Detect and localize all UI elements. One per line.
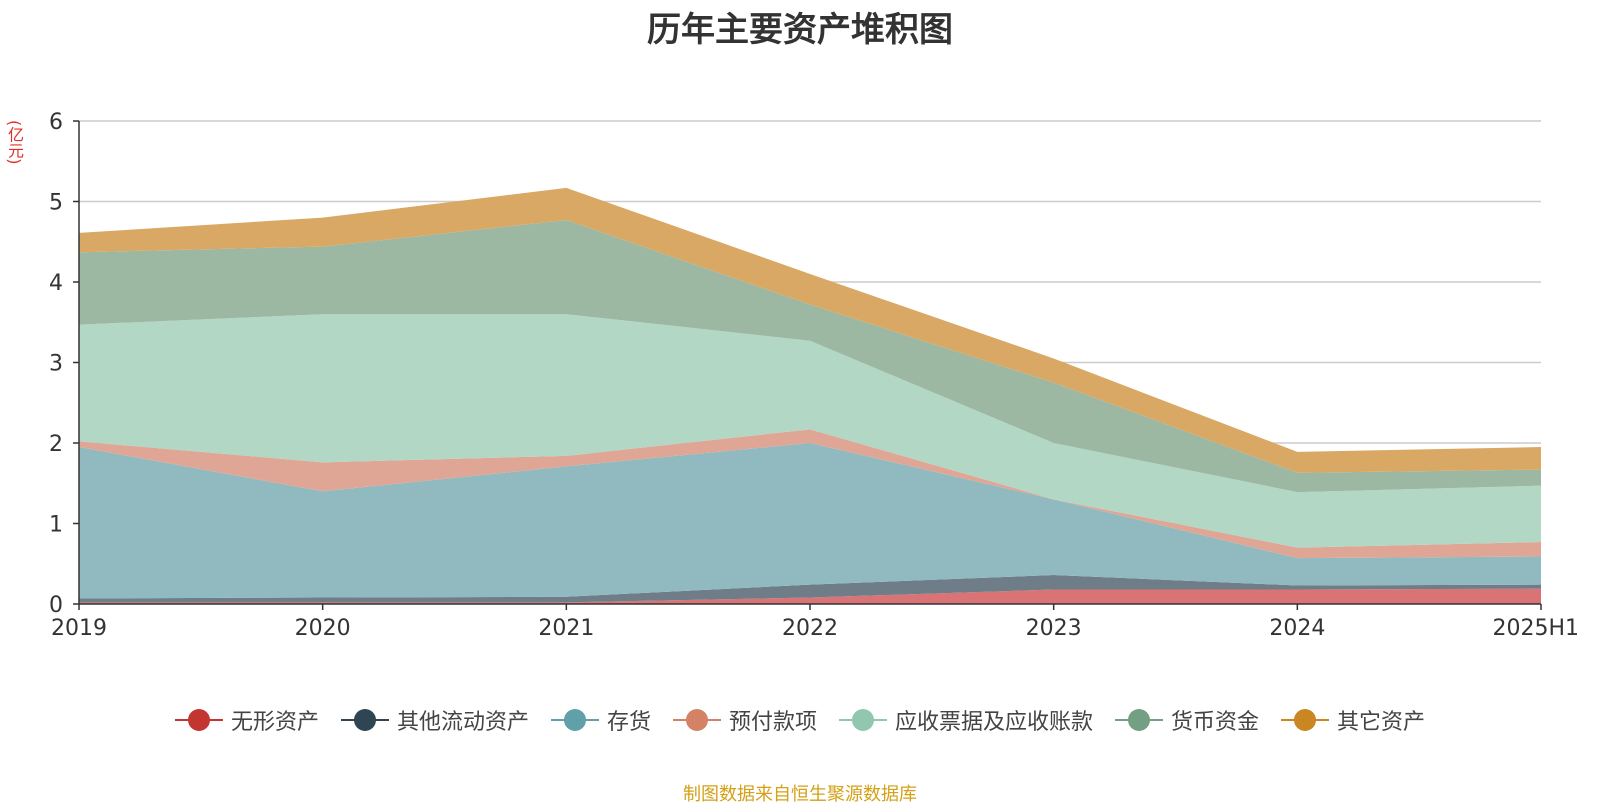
legend-marker-icon <box>672 708 721 732</box>
area-series[interactable] <box>79 588 1541 604</box>
x-tick-label: 2020 <box>295 616 351 641</box>
area-series[interactable] <box>79 314 1541 548</box>
y-tick-label: 0 <box>49 593 63 618</box>
area-series[interactable] <box>79 429 1541 559</box>
area-series-layer <box>79 187 1541 604</box>
tick-labels: 0 1 2 3 4 5 6 2019 2020 2021 2022 2023 2024 2025H1 <box>49 110 1579 641</box>
legend-marker-icon <box>550 708 599 732</box>
legend-item[interactable]: 应收票据及应收账款 <box>839 704 1093 736</box>
legend-label: 其它资产 <box>1337 710 1426 735</box>
legend-label: 货币资金 <box>1171 710 1260 735</box>
legend-item[interactable]: 其它资产 <box>1281 704 1425 736</box>
legend-marker-icon <box>839 708 887 732</box>
axes <box>73 120 1542 610</box>
y-tick-label: 2 <box>49 432 63 457</box>
y-tick-label: 1 <box>49 513 63 538</box>
x-tick-label: 2024 <box>1269 616 1325 641</box>
y-tick-label: 4 <box>49 271 63 296</box>
legend-label: 无形资产 <box>230 710 319 735</box>
legend-marker-icon <box>174 708 223 732</box>
legend-item[interactable]: 预付款项 <box>672 704 817 736</box>
chart-title: 历年主要资产堆积图 <box>647 10 953 50</box>
legend-marker-icon <box>340 708 389 732</box>
area-series[interactable] <box>79 443 1541 599</box>
y-axis-unit-label: (亿元) <box>5 120 24 165</box>
legend-label: 预付款项 <box>728 710 817 735</box>
y-tick-label: 6 <box>49 110 63 135</box>
legend-marker-icon <box>1281 708 1330 732</box>
legend-label: 存货 <box>606 710 651 735</box>
legend: 无形资产 其他流动资产 存货 预付款项 应收票据及应收账款 货币资金 其它资产 <box>0 704 1600 736</box>
x-tick-label: 2021 <box>538 616 594 641</box>
y-tick-label: 3 <box>49 352 63 377</box>
legend-label: 应收票据及应收账款 <box>895 710 1094 735</box>
x-tick-label: 2019 <box>51 616 107 641</box>
legend-item[interactable]: 存货 <box>550 704 651 736</box>
x-tick-label: 2025H1 <box>1492 616 1579 641</box>
x-tick-label: 2022 <box>782 616 838 641</box>
y-tick-label: 5 <box>49 191 63 216</box>
x-tick-label: 2023 <box>1026 616 1082 641</box>
area-series[interactable] <box>79 220 1541 493</box>
stacked-area-chart: 0 1 2 3 4 5 6 2019 2020 2021 2022 2023 2024 2025H1 <box>49 110 1579 641</box>
area-series[interactable] <box>79 575 1541 603</box>
legend-item[interactable]: 无形资产 <box>174 704 319 736</box>
source-note: 制图数据来自恒生聚源数据库 <box>683 784 917 805</box>
legend-item[interactable]: 其他流动资产 <box>340 704 529 736</box>
legend-label: 其他流动资产 <box>396 710 529 735</box>
legend-marker-icon <box>1115 708 1164 732</box>
legend-item[interactable]: 货币资金 <box>1115 704 1259 736</box>
